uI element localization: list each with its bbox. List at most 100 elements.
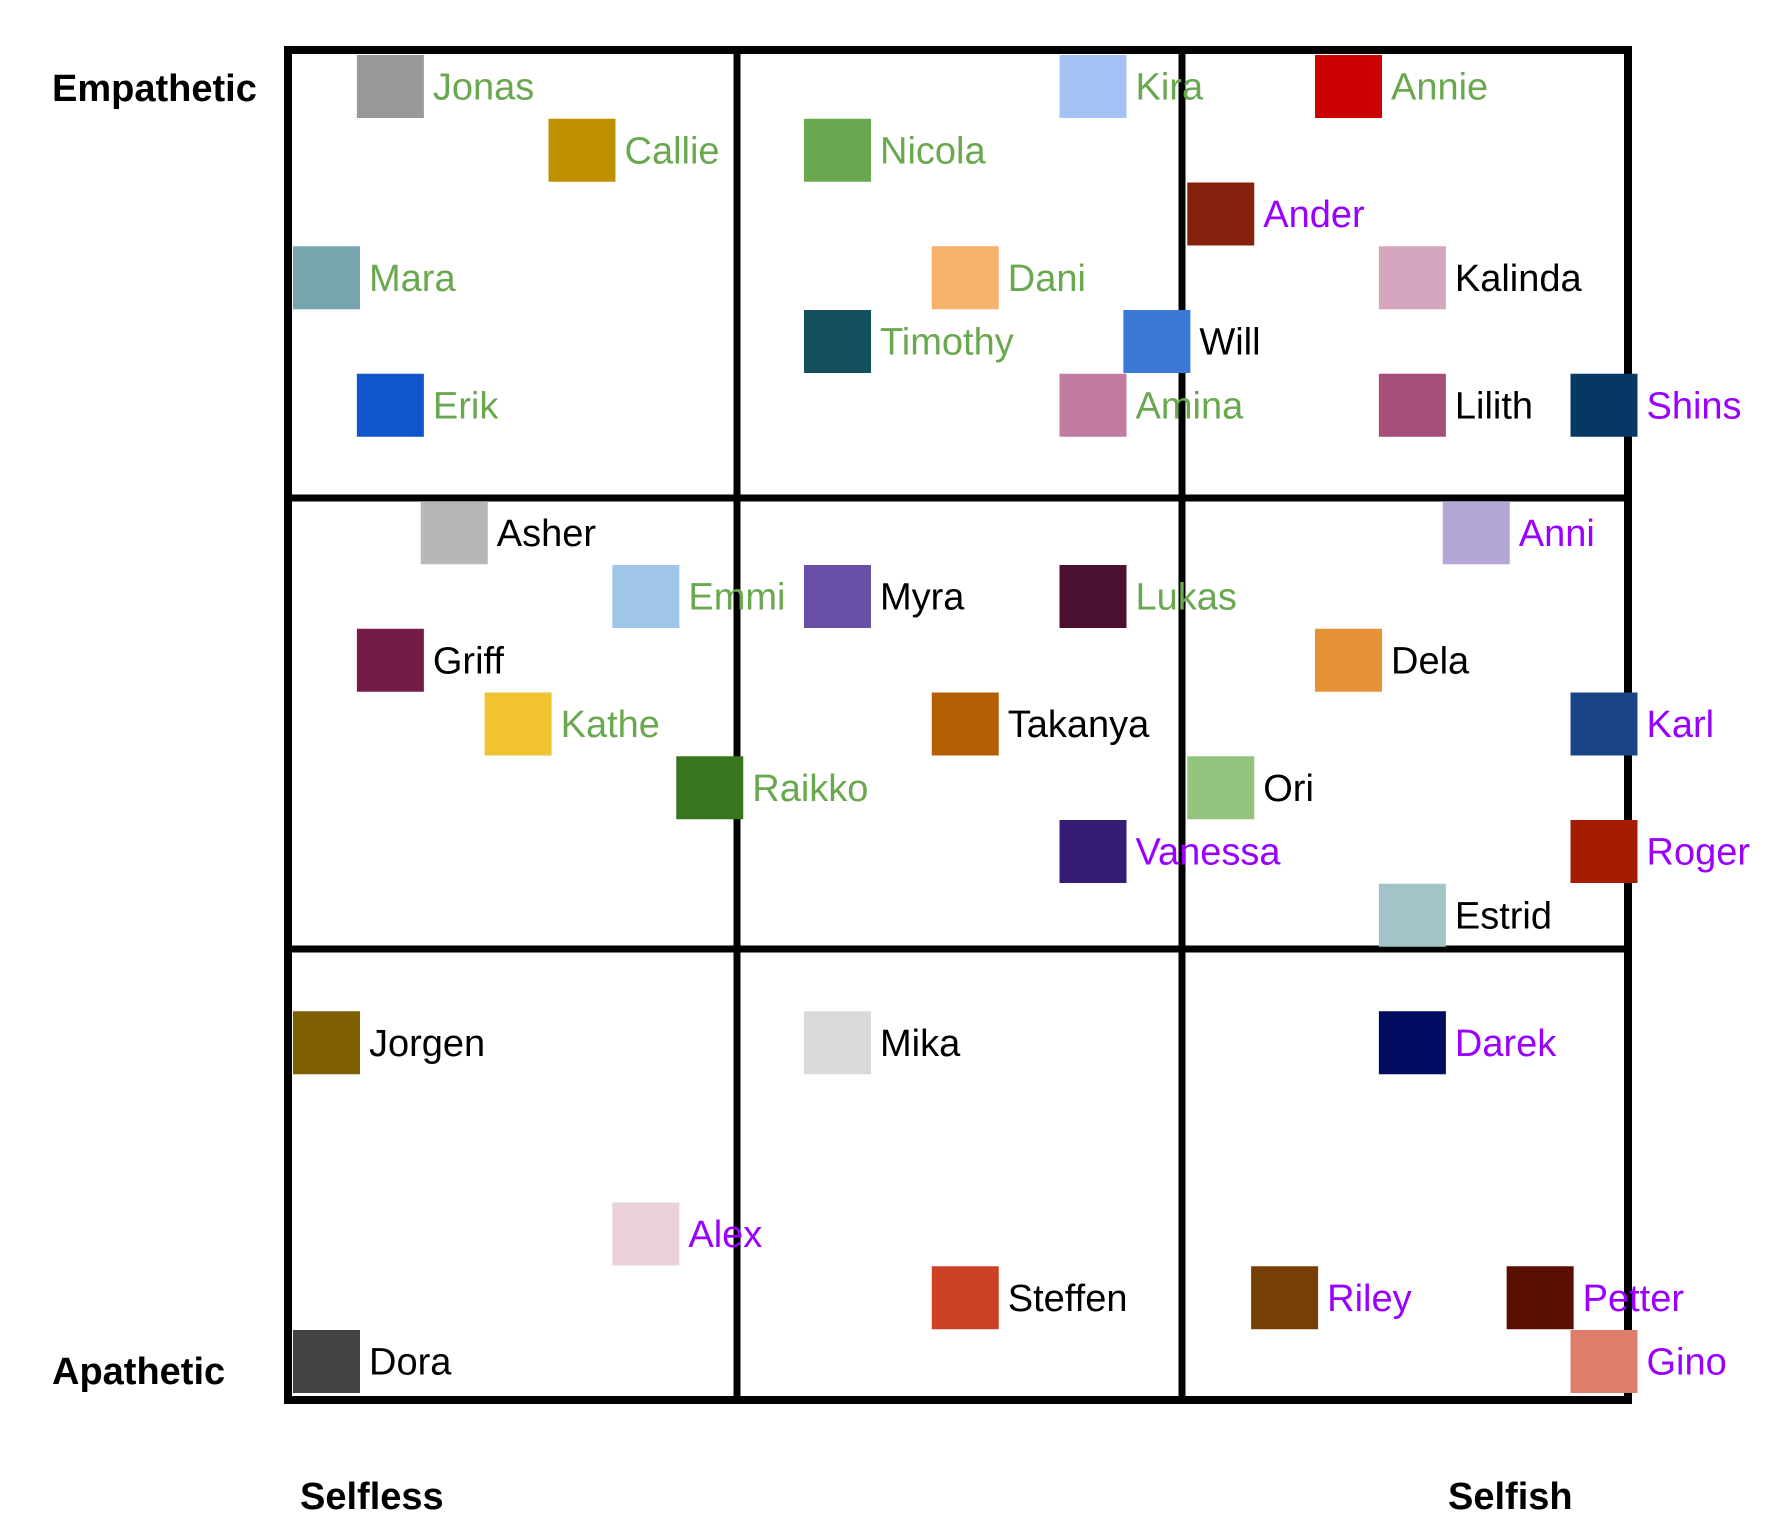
person-name: Anni	[1519, 513, 1595, 555]
person-name: Karl	[1647, 704, 1715, 746]
person-name: Kira	[1136, 67, 1204, 109]
person-kira: Kira	[1059, 55, 1204, 118]
person-name: Will	[1199, 322, 1260, 364]
color-swatch	[804, 1011, 871, 1075]
color-swatch	[1059, 373, 1127, 437]
person-amina: Amina	[1059, 373, 1245, 437]
person-name: Steffen	[1008, 1278, 1128, 1320]
person-riley: Riley	[1251, 1266, 1412, 1330]
person-name: Ori	[1263, 768, 1314, 810]
person-takanya: Takanya	[931, 692, 1150, 756]
person-name: Timothy	[880, 322, 1014, 364]
person-name: Petter	[1583, 1278, 1685, 1320]
person-name: Lilith	[1455, 385, 1533, 427]
person-name: Vanessa	[1136, 832, 1282, 874]
person-griff: Griff	[356, 628, 505, 692]
color-swatch	[484, 692, 552, 756]
person-raikko: Raikko	[676, 756, 868, 820]
color-swatch	[293, 1011, 360, 1075]
person-dani: Dani	[931, 246, 1086, 310]
color-swatch	[1378, 373, 1446, 437]
color-swatch	[612, 1202, 680, 1266]
color-swatch	[1187, 182, 1255, 246]
color-swatch	[356, 55, 424, 118]
person-name: Lukas	[1136, 577, 1237, 619]
color-swatch	[1442, 501, 1510, 565]
person-darek: Darek	[1378, 1011, 1557, 1075]
person-name: Griff	[433, 640, 505, 682]
color-swatch	[931, 246, 999, 310]
person-gino: Gino	[1570, 1330, 1727, 1393]
color-swatch	[1570, 820, 1638, 883]
person-name: Riley	[1327, 1278, 1411, 1320]
person-lukas: Lukas	[1059, 565, 1237, 628]
person-name: Mika	[880, 1023, 961, 1065]
color-swatch	[676, 756, 744, 820]
person-will: Will	[1123, 310, 1261, 373]
person-kathe: Kathe	[484, 692, 660, 756]
people-marks: Jonas Callie Mara Erik Nicola Kira Annie Ander D…	[293, 55, 1750, 1393]
person-name: Kalinda	[1455, 258, 1583, 300]
color-swatch	[1506, 1266, 1574, 1330]
color-swatch	[1251, 1266, 1319, 1330]
person-name: Kathe	[561, 704, 660, 746]
color-swatch	[1570, 1330, 1638, 1393]
person-name: Ander	[1263, 194, 1365, 236]
color-swatch	[804, 565, 871, 628]
person-dela: Dela	[1315, 628, 1470, 692]
person-mara: Mara	[293, 246, 456, 310]
color-swatch	[293, 246, 360, 310]
color-swatch	[1570, 373, 1638, 437]
person-jorgen: Jorgen	[293, 1011, 485, 1075]
color-swatch	[931, 692, 999, 756]
person-name: Myra	[880, 577, 965, 619]
axis-label-empathetic: Empathetic	[52, 68, 257, 110]
color-swatch	[1123, 310, 1191, 373]
person-timothy: Timothy	[804, 310, 1014, 373]
person-name: Jorgen	[369, 1023, 485, 1065]
person-steffen: Steffen	[931, 1266, 1128, 1330]
person-name: Jonas	[433, 67, 534, 109]
person-name: Dani	[1008, 258, 1086, 300]
color-swatch	[1315, 55, 1382, 118]
person-name: Estrid	[1455, 895, 1552, 937]
color-swatch	[420, 501, 488, 565]
person-name: Raikko	[752, 768, 868, 810]
person-erik: Erik	[356, 373, 499, 437]
color-swatch	[293, 1330, 360, 1393]
color-swatch	[612, 565, 680, 628]
person-name: Amina	[1136, 385, 1245, 427]
person-name: Dela	[1391, 640, 1470, 682]
person-roger: Roger	[1570, 820, 1750, 883]
axis-label-selfish: Selfish	[1448, 1476, 1573, 1518]
axis-label-apathetic: Apathetic	[52, 1351, 225, 1393]
color-swatch	[1378, 246, 1446, 310]
color-swatch	[1315, 628, 1382, 692]
person-petter: Petter	[1506, 1266, 1685, 1330]
person-myra: Myra	[804, 565, 965, 628]
person-name: Shins	[1647, 385, 1742, 427]
person-name: Darek	[1455, 1023, 1557, 1065]
color-swatch	[931, 1266, 999, 1330]
color-swatch	[356, 373, 424, 437]
color-swatch	[804, 118, 871, 182]
color-swatch	[548, 118, 616, 182]
person-lilith: Lilith	[1378, 373, 1533, 437]
person-karl: Karl	[1570, 692, 1715, 756]
person-callie: Callie	[548, 118, 720, 182]
color-swatch	[356, 628, 424, 692]
color-swatch	[1059, 55, 1127, 118]
person-name: Callie	[625, 130, 720, 172]
color-swatch	[1187, 756, 1255, 820]
person-name: Dora	[369, 1342, 452, 1384]
person-ander: Ander	[1187, 182, 1365, 246]
person-annie: Annie	[1315, 55, 1488, 118]
person-name: Alex	[688, 1214, 762, 1256]
person-estrid: Estrid	[1378, 883, 1552, 947]
color-swatch	[1570, 692, 1638, 756]
color-swatch	[1378, 883, 1446, 947]
person-asher: Asher	[420, 501, 596, 565]
person-name: Annie	[1391, 67, 1488, 109]
person-vanessa: Vanessa	[1059, 820, 1282, 883]
